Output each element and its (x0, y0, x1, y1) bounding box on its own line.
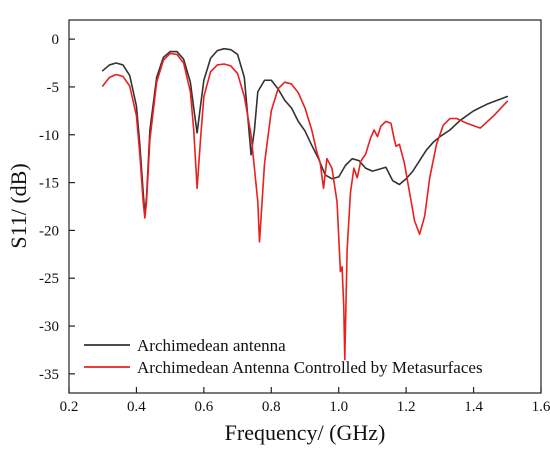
legend-label-archimedean-antenna: Archimedean antenna (137, 336, 286, 355)
x-tick-label: 1.0 (329, 399, 348, 415)
legend: Archimedean antenna Archimedean Antenna … (84, 336, 483, 377)
series-line-archimedean-antenna (101, 47, 509, 216)
x-tick-label: 1.4 (464, 399, 483, 415)
x-tick-label: 0.8 (262, 399, 281, 415)
y-tick-label: -35 (39, 367, 59, 383)
x-tick-label: 1.2 (397, 399, 416, 415)
y-tick-label: -20 (39, 223, 59, 239)
y-tick-label: -10 (39, 128, 59, 144)
y-tick-label: -25 (39, 271, 59, 287)
y-tick-label: -15 (39, 176, 59, 192)
legend-label-metasurface-antenna: Archimedean Antenna Controlled by Metasu… (137, 358, 483, 377)
x-tick-label: 1.6 (532, 399, 550, 415)
y-ticks: 0 -5 -10 -15 -20 -25 -30 -35 (39, 32, 75, 383)
x-axis-title: Frequency/ (GHz) (225, 420, 386, 445)
y-tick-label: -30 (39, 319, 59, 335)
x-tick-label: 0.2 (60, 399, 79, 415)
x-tick-label: 0.6 (194, 399, 213, 415)
plot-area-frame (68, 19, 542, 394)
x-ticks: 0.2 0.4 0.6 0.8 1.0 1.2 1.4 1.6 (60, 387, 550, 415)
y-tick-label: 0 (52, 32, 60, 48)
y-tick-label: -5 (47, 80, 60, 96)
series-line-metasurface-antenna (101, 52, 509, 361)
x-tick-label: 0.4 (127, 399, 146, 415)
y-axis-title: S11/ (dB) (6, 163, 31, 248)
series-layer (101, 47, 509, 361)
